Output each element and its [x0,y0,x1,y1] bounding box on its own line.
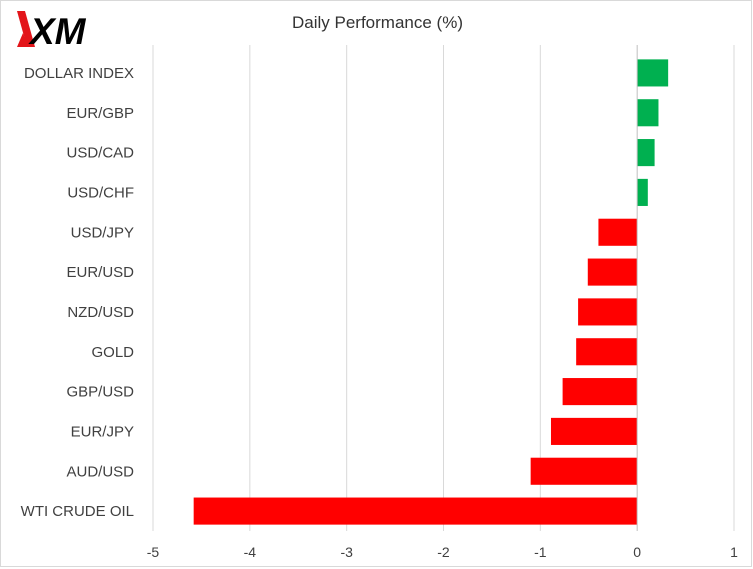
category-label: WTI CRUDE OIL [21,503,134,520]
xm-logo-text: XM [28,11,87,49]
x-tick-label: -4 [244,544,257,560]
bar [576,338,638,366]
bar [587,258,638,286]
category-label: EUR/GBP [66,105,134,122]
category-label: EUR/USD [66,264,134,281]
bar [637,178,648,206]
x-tick-label: -5 [147,544,160,560]
category-label: DOLLAR INDEX [24,65,134,82]
bar [530,457,638,485]
x-tick-label: -3 [340,544,353,560]
category-label: GBP/USD [66,384,134,401]
category-label: AUD/USD [66,463,134,480]
bar [550,417,638,445]
xm-logo-red-wedge [17,33,28,47]
xm-logo: XM [17,11,87,49]
category-label: GOLD [91,344,134,361]
bar [193,497,638,525]
bar [637,59,669,87]
bar [598,218,638,246]
x-tick-label: -1 [534,544,547,560]
chart-title: Daily Performance (%) [292,13,463,32]
bar [637,139,655,167]
xm-logo-red-slash [17,11,35,47]
bar [562,378,638,406]
bar [637,99,659,127]
category-label: USD/CAD [66,145,134,162]
x-tick-label: -2 [437,544,450,560]
bar [578,298,638,326]
category-label: EUR/JPY [71,423,134,440]
category-label: USD/CHF [67,184,134,201]
category-label: NZD/USD [67,304,134,321]
category-label: USD/JPY [71,224,134,241]
x-tick-label: 1 [730,544,738,560]
x-tick-label: 0 [633,544,641,560]
